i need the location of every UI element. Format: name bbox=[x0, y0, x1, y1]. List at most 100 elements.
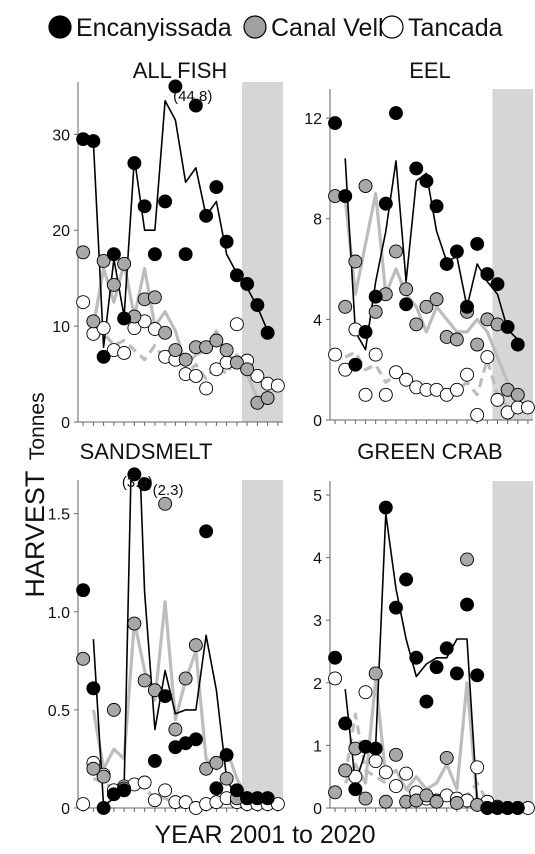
data-point-canal-vell bbox=[260, 391, 275, 405]
data-point-encanyissada bbox=[470, 236, 485, 251]
data-point-tancada bbox=[137, 775, 152, 790]
data-point-encanyissada bbox=[409, 161, 424, 176]
data-point-canal-vell bbox=[209, 755, 224, 770]
data-point-tancada bbox=[378, 765, 393, 780]
y-axis-title: HARVEST Tonnes bbox=[20, 392, 50, 597]
data-point-encanyissada bbox=[137, 477, 152, 492]
data-point-tancada bbox=[449, 382, 464, 397]
data-point-encanyissada bbox=[328, 116, 343, 131]
data-point-encanyissada bbox=[147, 247, 162, 262]
data-point-canal-vell bbox=[127, 616, 142, 631]
panel-eel: EEL 0 4 8 12 bbox=[304, 58, 535, 430]
data-point-canal-vell bbox=[209, 333, 224, 348]
data-point-tancada bbox=[270, 378, 285, 393]
y-tick-label: 1.5 bbox=[48, 507, 70, 524]
data-point-canal-vell bbox=[199, 761, 214, 776]
data-point-tancada bbox=[270, 797, 285, 812]
y-axis-title-main: HARVEST bbox=[20, 471, 50, 598]
data-point-tancada bbox=[480, 350, 495, 365]
data-point-canal-vell bbox=[106, 277, 121, 292]
x-axis-title: YEAR 2001 to 2020 bbox=[155, 821, 376, 849]
data-point-encanyissada bbox=[348, 357, 363, 372]
data-point-encanyissada bbox=[260, 791, 275, 806]
data-point-tancada bbox=[328, 347, 343, 362]
data-point-canal-vell bbox=[429, 794, 444, 809]
y-tick-label: 8 bbox=[313, 212, 322, 229]
data-annotation: (44.8) bbox=[173, 88, 212, 105]
data-point-canal-vell bbox=[460, 552, 474, 567]
data-point-encanyissada bbox=[96, 349, 111, 364]
data-point-encanyissada bbox=[480, 267, 495, 282]
legend-marker-canal-vell bbox=[243, 15, 267, 39]
data-point-tancada bbox=[358, 387, 373, 402]
data-point-encanyissada bbox=[147, 753, 162, 768]
data-point-canal-vell bbox=[229, 355, 244, 370]
series-line-canal-vell bbox=[343, 678, 518, 808]
shaded-period bbox=[242, 480, 283, 808]
panel-all-fish: ALL FISH 0 10 20 30 (44.8) bbox=[52, 58, 285, 432]
data-point-encanyissada bbox=[86, 681, 101, 696]
y-tick-label: 3 bbox=[313, 613, 322, 630]
data-point-canal-vell bbox=[419, 299, 434, 314]
data-point-encanyissada bbox=[188, 98, 203, 113]
data-point-canal-vell bbox=[147, 290, 162, 305]
data-point-canal-vell bbox=[358, 791, 373, 806]
data-point-encanyissada bbox=[439, 641, 454, 656]
series-line-encanyissada bbox=[92, 100, 269, 349]
data-point-encanyissada bbox=[127, 156, 142, 171]
y-axis-title-unit: Tonnes bbox=[26, 392, 49, 460]
data-point-encanyissada bbox=[399, 572, 414, 587]
y-tick-label: 4 bbox=[313, 312, 322, 329]
data-point-encanyissada bbox=[449, 244, 464, 259]
data-point-canal-vell bbox=[147, 683, 162, 698]
data-point-encanyissada bbox=[368, 289, 383, 304]
panel-title: EEL bbox=[409, 58, 451, 83]
data-point-encanyissada bbox=[250, 298, 265, 312]
data-point-canal-vell bbox=[137, 673, 152, 688]
data-point-encanyissada bbox=[328, 650, 343, 665]
data-point-canal-vell bbox=[76, 245, 91, 260]
data-point-encanyissada bbox=[106, 247, 121, 262]
panel-title: ALL FISH bbox=[133, 58, 228, 83]
data-point-canal-vell bbox=[328, 785, 343, 800]
y-tick-label: 0 bbox=[313, 413, 322, 430]
data-point-canal-vell bbox=[96, 253, 111, 268]
data-point-encanyissada bbox=[510, 337, 525, 352]
data-point-encanyissada bbox=[137, 199, 152, 214]
data-point-canal-vell bbox=[449, 332, 464, 347]
y-tick-label: 1.0 bbox=[48, 605, 70, 622]
data-point-tancada bbox=[76, 797, 91, 812]
data-point-tancada bbox=[368, 754, 383, 768]
data-point-tancada bbox=[147, 793, 162, 808]
data-point-canal-vell bbox=[389, 244, 403, 259]
data-point-canal-vell bbox=[96, 769, 111, 784]
data-point-canal-vell bbox=[168, 343, 183, 358]
data-point-canal-vell bbox=[219, 771, 234, 786]
data-point-canal-vell bbox=[338, 299, 353, 314]
data-point-canal-vell bbox=[106, 702, 121, 717]
y-tick-label: 0 bbox=[61, 415, 70, 432]
data-point-tancada bbox=[520, 400, 535, 415]
y-tick-label: 5 bbox=[313, 488, 322, 505]
data-point-canal-vell bbox=[439, 750, 454, 765]
data-point-canal-vell bbox=[368, 304, 383, 319]
legend-label-canal-vell: Canal Vell bbox=[271, 14, 384, 42]
y-tick-label: 0 bbox=[313, 801, 322, 818]
data-point-encanyissada bbox=[460, 597, 474, 612]
data-annotation: (2.3) bbox=[153, 482, 184, 499]
data-point-tancada bbox=[328, 671, 343, 686]
data-point-encanyissada bbox=[439, 257, 454, 271]
data-point-canal-vell bbox=[86, 314, 101, 329]
data-point-encanyissada bbox=[500, 319, 515, 334]
data-point-canal-vell bbox=[86, 761, 101, 776]
data-point-encanyissada bbox=[409, 650, 424, 665]
data-point-tancada bbox=[358, 685, 373, 700]
data-point-encanyissada bbox=[96, 801, 111, 815]
series-line-canal-vell bbox=[343, 192, 520, 396]
data-point-tancada bbox=[76, 295, 91, 310]
data-point-canal-vell bbox=[429, 292, 444, 307]
data-point-encanyissada bbox=[260, 325, 275, 340]
data-point-canal-vell bbox=[419, 788, 434, 803]
data-point-encanyissada bbox=[199, 208, 214, 223]
